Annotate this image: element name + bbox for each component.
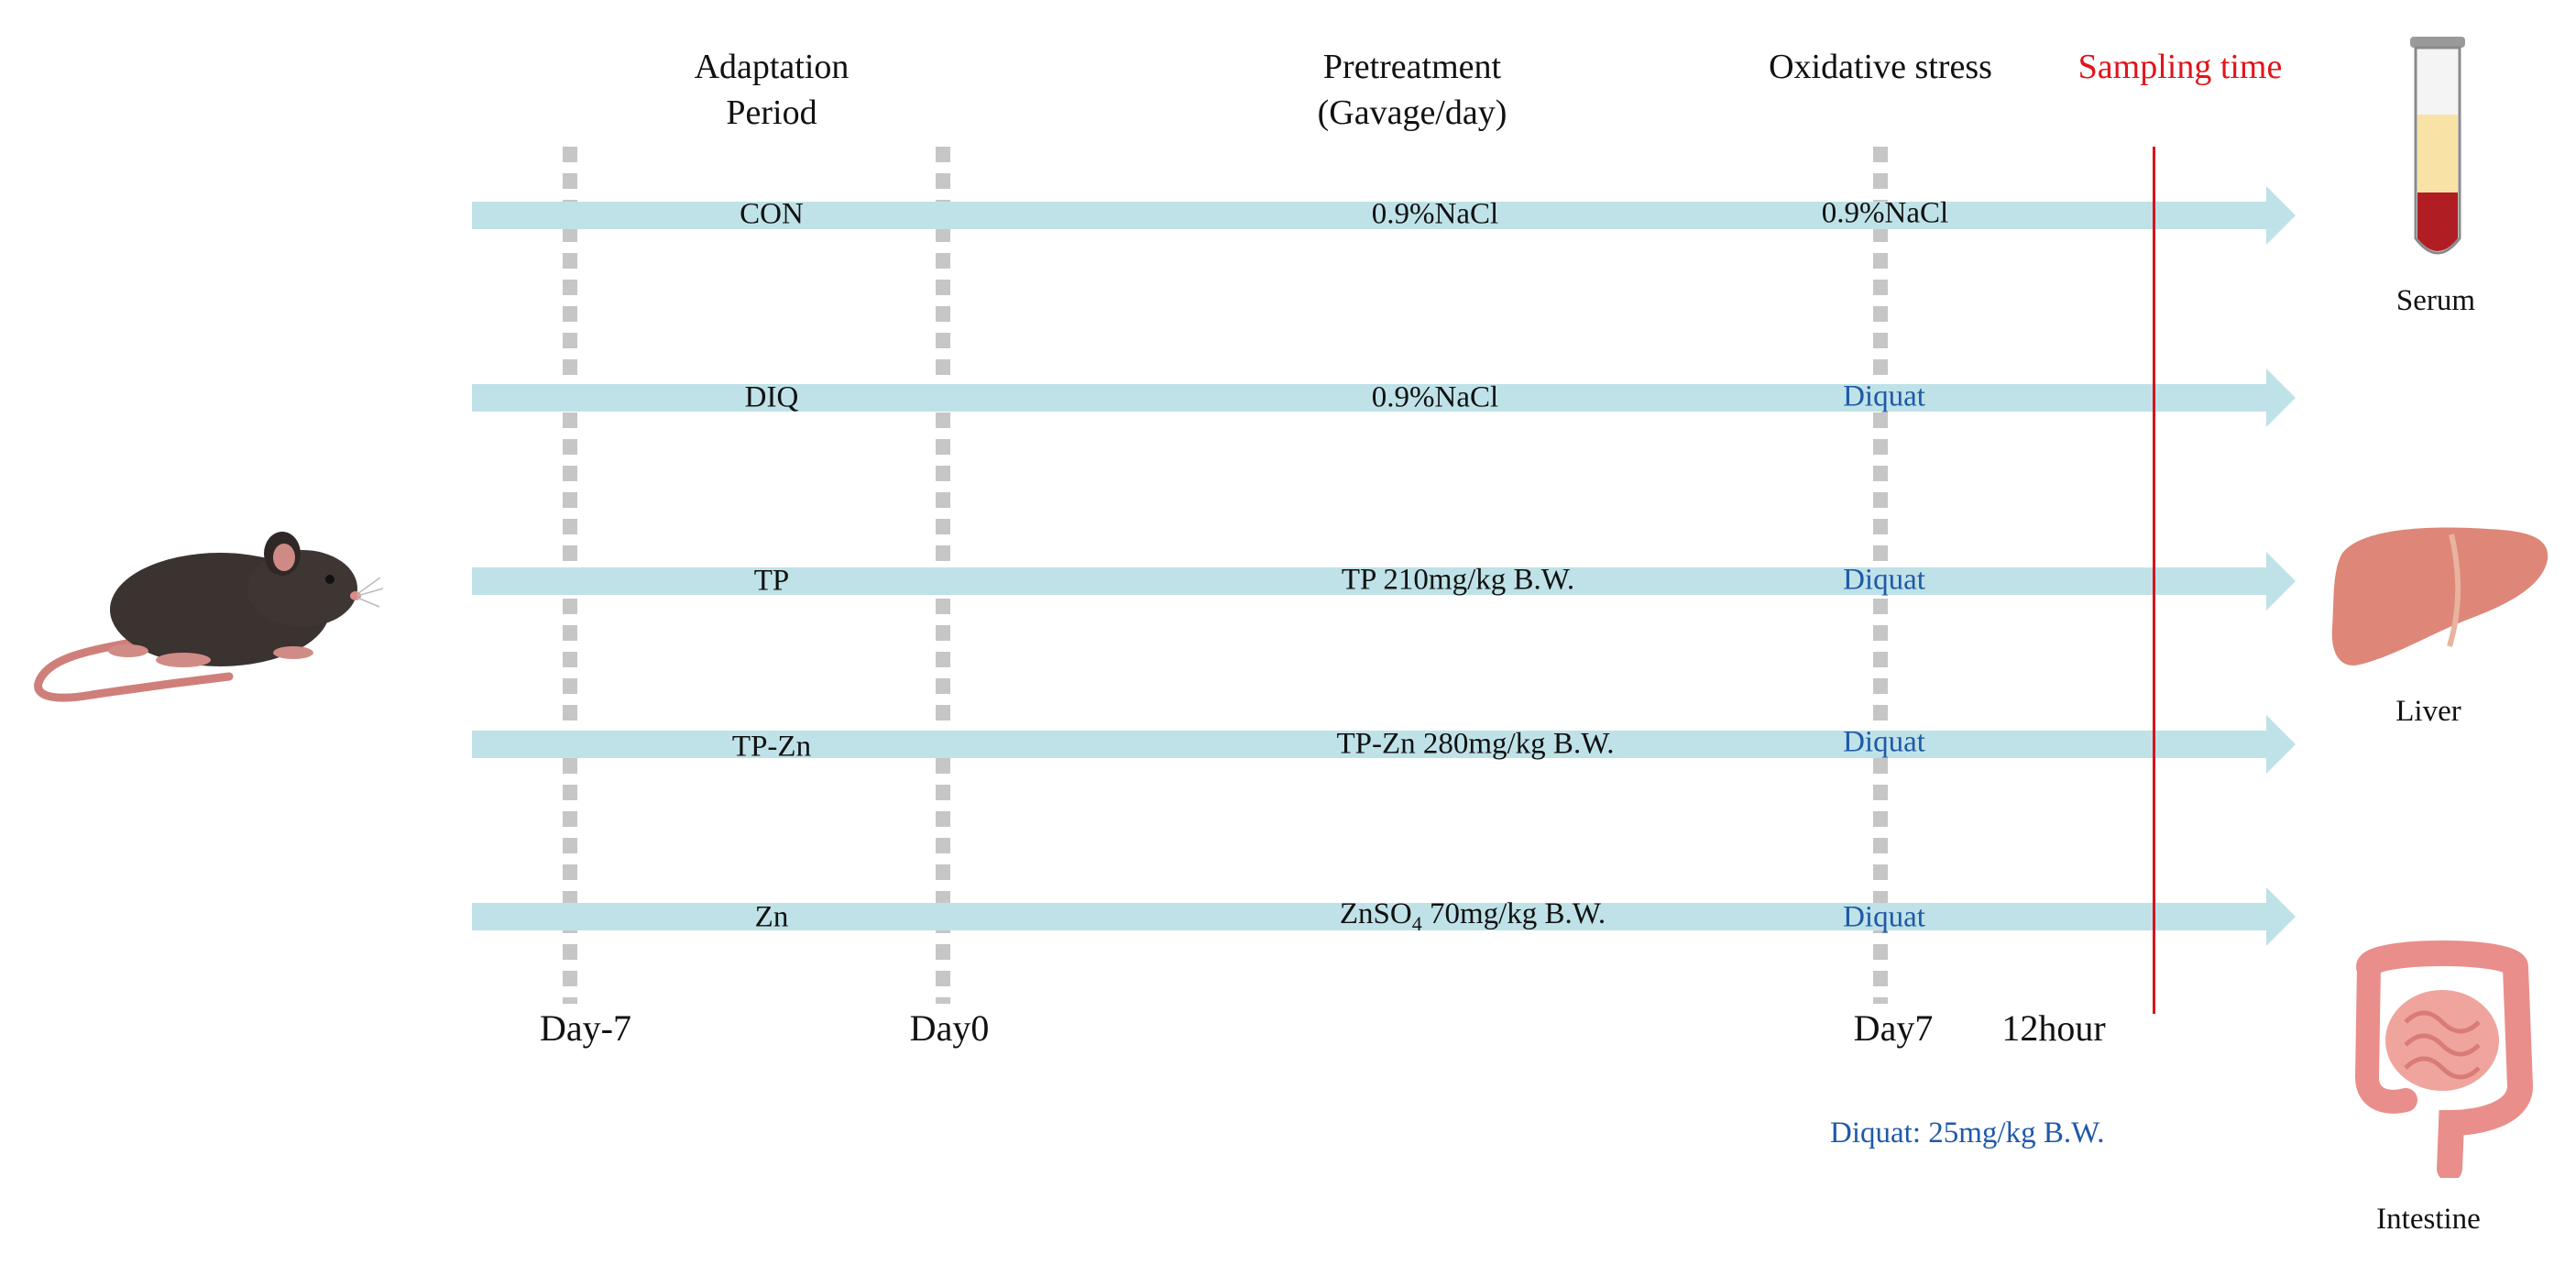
day-minus7-label: Day-7	[540, 1007, 631, 1049]
subscript-4: 4	[1411, 911, 1422, 935]
pretreatment-tp: TP 210mg/kg B.W.	[1341, 563, 1575, 597]
liver-label: Liver	[2395, 695, 2461, 728]
group-arrow-tp	[472, 544, 2296, 618]
group-label-con: CON	[740, 197, 804, 231]
liver-icon	[2331, 527, 2549, 666]
group-arrow-con	[472, 179, 2296, 252]
intestine-label: Intestine	[2376, 1203, 2481, 1236]
serum-label: Serum	[2395, 284, 2476, 317]
stress-tp-zn: Diquat	[1843, 725, 1925, 759]
zn-dose-text: 70mg/kg B.W.	[1421, 897, 1606, 931]
group-label-zn: Zn	[754, 900, 789, 934]
group-arrow-tp-zn	[472, 708, 2296, 781]
mouse-icon	[34, 532, 384, 702]
sampling-time-line	[2153, 147, 2155, 1014]
stress-diq: Diquat	[1843, 380, 1925, 413]
stress-tp: Diquat	[1843, 563, 1925, 597]
day0-label: Day0	[909, 1007, 990, 1049]
stress-zn: Diquat	[1843, 900, 1925, 934]
pretreatment-diq: 0.9%NaCl	[1371, 380, 1499, 414]
pretreatment-con: 0.9%NaCl	[1371, 197, 1499, 231]
stress-con: 0.9%NaCl	[1821, 196, 1949, 230]
diquat-dose-note: Diquat: 25mg/kg B.W.	[1830, 1116, 2105, 1150]
sampling-time-header: Sampling time	[2077, 48, 2283, 86]
znso-text: ZnSO	[1339, 897, 1412, 931]
pretreatment-header-line2: (Gavage/day)	[1317, 94, 1507, 132]
pretreatment-header: Pretreatment (Gavage/day)	[1318, 44, 1507, 136]
adaptation-period-header: Adaptation Period	[695, 44, 850, 136]
pretreatment-tp-zn: TP-Zn 280mg/kg B.W.	[1336, 727, 1615, 761]
adaptation-header-line1: Adaptation	[694, 48, 850, 86]
intestine-icon	[2354, 940, 2534, 1178]
group-label-tp-zn: TP-Zn	[731, 730, 812, 764]
group-arrow-diq	[472, 361, 2296, 434]
serum-tube-icon	[2410, 37, 2465, 255]
pretreatment-zn: ZnSO4 70mg/kg B.W.	[1340, 897, 1606, 936]
oxidative-stress-header: Oxidative stress	[1769, 48, 1992, 86]
group-label-diq: DIQ	[744, 380, 799, 414]
pretreatment-header-line1: Pretreatment	[1322, 48, 1502, 86]
adaptation-header-line2: Period	[726, 94, 817, 132]
day7-label: Day7	[1853, 1007, 1934, 1049]
12hour-label: 12hour	[2001, 1007, 2106, 1049]
group-label-tp: TP	[753, 564, 790, 598]
group-arrow-zn	[472, 880, 2296, 953]
